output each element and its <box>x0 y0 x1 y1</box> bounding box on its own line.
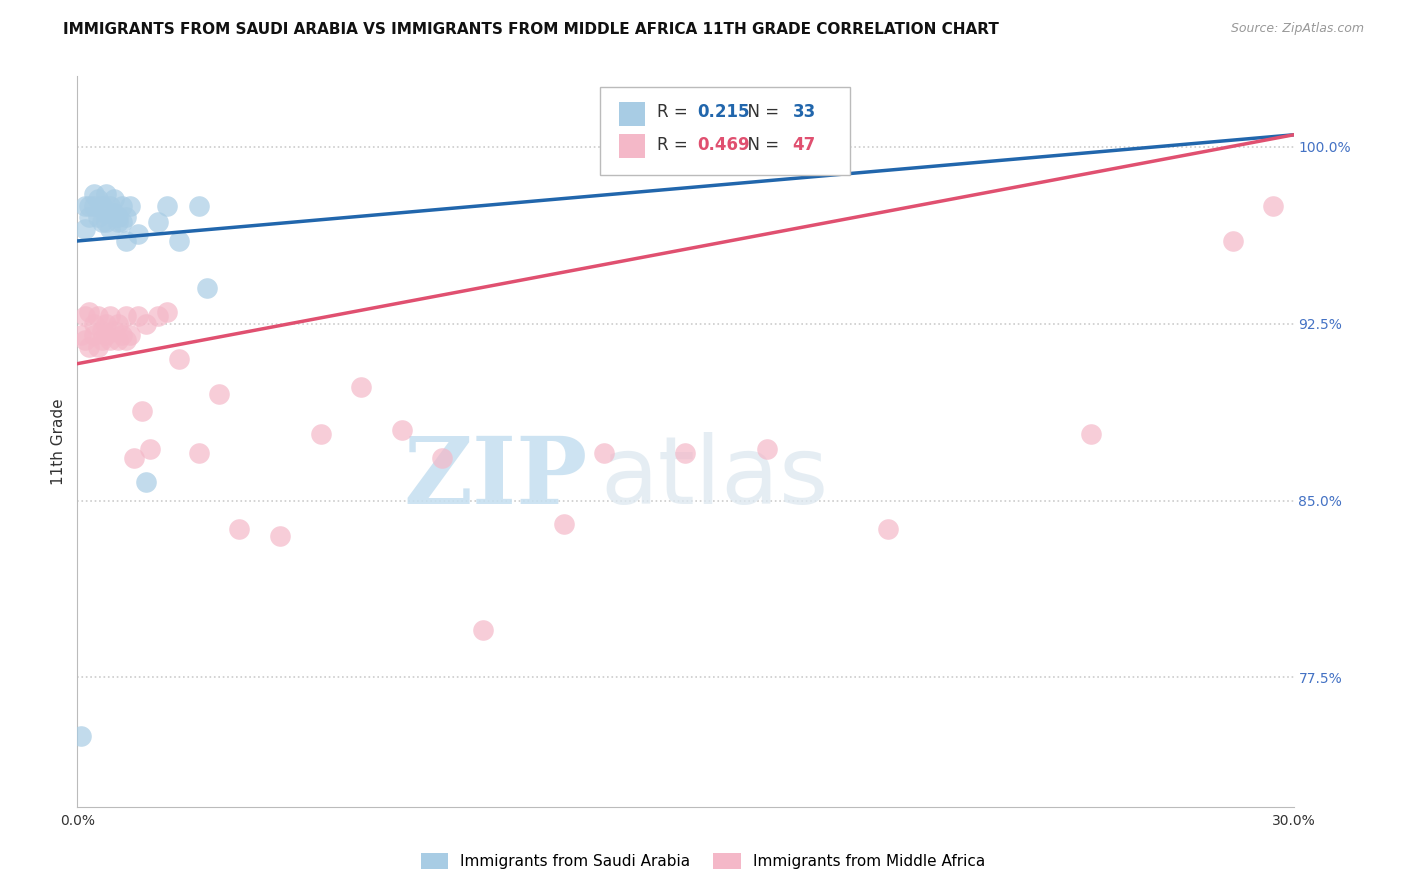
Legend: Immigrants from Saudi Arabia, Immigrants from Middle Africa: Immigrants from Saudi Arabia, Immigrants… <box>415 847 991 875</box>
Point <box>79 305 101 319</box>
Point <box>107 215 129 229</box>
Point <box>86 211 108 225</box>
Point <box>90 324 112 338</box>
Point <box>83 198 105 212</box>
FancyBboxPatch shape <box>619 103 645 126</box>
Point <box>90 215 112 229</box>
Point <box>135 475 157 489</box>
Point <box>94 215 117 229</box>
Point <box>135 317 157 331</box>
Point <box>111 328 134 343</box>
Point <box>103 324 125 338</box>
Text: N =: N = <box>737 103 785 121</box>
Point <box>98 310 121 324</box>
Point <box>593 446 616 460</box>
Text: R =: R = <box>658 103 693 121</box>
Point <box>155 198 177 212</box>
Text: Source: ZipAtlas.com: Source: ZipAtlas.com <box>1230 22 1364 36</box>
Point <box>131 404 153 418</box>
Text: 47: 47 <box>793 136 815 153</box>
Point <box>167 234 190 248</box>
Point <box>553 517 575 532</box>
Text: 33: 33 <box>793 103 815 121</box>
Point <box>94 317 117 331</box>
Point <box>391 423 413 437</box>
FancyBboxPatch shape <box>600 87 849 175</box>
Text: N =: N = <box>737 136 785 153</box>
Point <box>755 442 778 456</box>
Point <box>75 333 97 347</box>
Point <box>83 317 105 331</box>
Point <box>70 328 93 343</box>
Point <box>430 451 453 466</box>
Text: 0.215: 0.215 <box>697 103 749 121</box>
Point <box>70 730 93 744</box>
Text: ZIP: ZIP <box>404 434 588 523</box>
Point <box>148 215 170 229</box>
Point <box>107 211 129 225</box>
Point <box>86 192 108 206</box>
Point <box>118 328 141 343</box>
Point <box>118 198 141 212</box>
Point <box>1263 198 1285 212</box>
Point <box>877 522 900 536</box>
Point <box>127 227 149 241</box>
Point <box>115 211 138 225</box>
Point <box>1080 427 1102 442</box>
Point <box>139 442 162 456</box>
Y-axis label: 11th Grade: 11th Grade <box>51 398 66 485</box>
Point <box>83 186 105 201</box>
Point <box>115 333 138 347</box>
Point <box>195 281 218 295</box>
Point <box>90 198 112 212</box>
Point <box>148 310 170 324</box>
Point <box>269 529 291 543</box>
Point <box>111 215 134 229</box>
Point <box>115 234 138 248</box>
Point <box>1222 234 1244 248</box>
Point <box>208 387 231 401</box>
Point <box>94 328 117 343</box>
Point <box>155 305 177 319</box>
Point <box>98 198 121 212</box>
Point <box>94 205 117 219</box>
Point <box>188 446 211 460</box>
Point <box>94 186 117 201</box>
Point <box>675 446 697 460</box>
Point <box>188 198 211 212</box>
Point <box>98 333 121 347</box>
FancyBboxPatch shape <box>619 135 645 158</box>
Point <box>350 380 373 394</box>
Point <box>86 310 108 324</box>
Point <box>75 198 97 212</box>
Text: IMMIGRANTS FROM SAUDI ARABIA VS IMMIGRANTS FROM MIDDLE AFRICA 11TH GRADE CORRELA: IMMIGRANTS FROM SAUDI ARABIA VS IMMIGRAN… <box>63 22 1000 37</box>
Point <box>90 333 112 347</box>
Point <box>471 624 494 638</box>
Point <box>107 317 129 331</box>
Point <box>103 205 125 219</box>
Point <box>79 211 101 225</box>
Point <box>75 222 97 236</box>
Point <box>103 192 125 206</box>
Text: R =: R = <box>658 136 693 153</box>
Point <box>79 198 101 212</box>
Point <box>83 328 105 343</box>
Point <box>111 198 134 212</box>
Point <box>167 351 190 366</box>
Point <box>115 310 138 324</box>
Point <box>86 340 108 354</box>
Point <box>79 340 101 354</box>
Point <box>228 522 250 536</box>
Point <box>309 427 332 442</box>
Point <box>127 310 149 324</box>
Point <box>107 333 129 347</box>
Text: 0.469: 0.469 <box>697 136 751 153</box>
Point <box>98 222 121 236</box>
Text: atlas: atlas <box>600 432 828 524</box>
Point <box>75 310 97 324</box>
Point <box>122 451 145 466</box>
